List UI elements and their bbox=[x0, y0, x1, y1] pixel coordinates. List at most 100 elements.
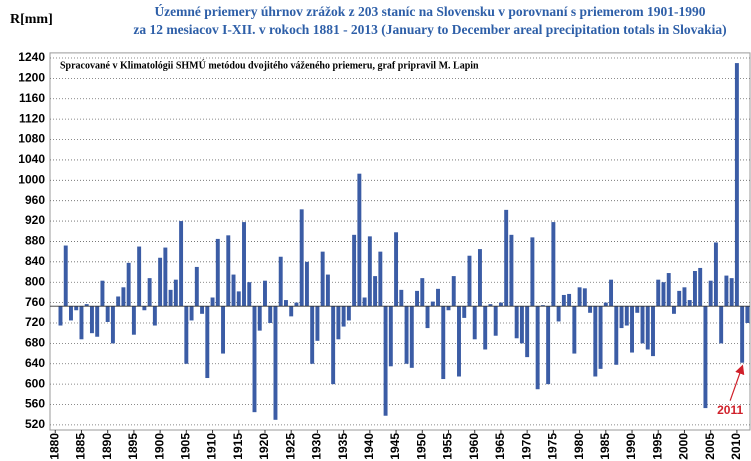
bar bbox=[205, 306, 210, 379]
bar bbox=[210, 297, 215, 307]
bar bbox=[404, 306, 409, 364]
y-tick-label: 600 bbox=[25, 376, 45, 390]
bar bbox=[519, 306, 524, 344]
bar bbox=[89, 306, 94, 334]
x-tick-label: 1960 bbox=[467, 433, 481, 460]
bar bbox=[110, 306, 115, 344]
bar bbox=[656, 279, 661, 307]
bar bbox=[567, 293, 572, 307]
bar bbox=[708, 280, 713, 307]
bar bbox=[341, 306, 346, 327]
bar bbox=[304, 261, 309, 307]
bar bbox=[163, 247, 168, 307]
bar bbox=[577, 287, 582, 307]
bar bbox=[698, 267, 703, 307]
chart-title: Územné priemery úhrnov zrážok z 203 stan… bbox=[154, 4, 705, 19]
bar bbox=[561, 294, 566, 307]
bar bbox=[352, 234, 357, 307]
bar bbox=[525, 306, 530, 358]
bar bbox=[268, 306, 273, 323]
bar bbox=[540, 305, 545, 307]
bar bbox=[677, 290, 682, 307]
bar bbox=[740, 306, 745, 363]
bar bbox=[257, 306, 262, 331]
y-tick-label: 680 bbox=[25, 336, 45, 350]
bar bbox=[273, 306, 278, 420]
x-tick-label: 1925 bbox=[283, 433, 297, 460]
x-tick-label: 2000 bbox=[677, 433, 691, 460]
bar bbox=[362, 297, 367, 307]
bar bbox=[745, 306, 750, 323]
bar bbox=[430, 301, 435, 307]
bar bbox=[367, 236, 372, 307]
x-tick-label: 1900 bbox=[152, 433, 166, 460]
bar bbox=[116, 296, 121, 307]
bar bbox=[388, 306, 393, 367]
bar bbox=[310, 306, 315, 364]
y-tick-label: 1240 bbox=[18, 50, 45, 64]
bar bbox=[409, 306, 414, 368]
y-tick-label: 1040 bbox=[18, 152, 45, 166]
bar bbox=[394, 232, 399, 307]
bar bbox=[142, 306, 147, 311]
bar bbox=[299, 209, 304, 307]
bar bbox=[614, 306, 619, 365]
bar bbox=[383, 306, 388, 416]
bar bbox=[147, 278, 152, 307]
x-tick-label: 1965 bbox=[493, 433, 507, 460]
bar bbox=[703, 306, 708, 409]
x-tick-label: 1880 bbox=[47, 433, 61, 460]
bar bbox=[357, 173, 362, 307]
y-tick-label: 840 bbox=[25, 254, 45, 268]
bar bbox=[493, 306, 498, 336]
bar bbox=[221, 306, 225, 354]
y-tick-label: 1080 bbox=[18, 132, 45, 146]
bar bbox=[278, 256, 283, 307]
bar bbox=[131, 306, 136, 335]
chart-title: za 12 mesiacov I-XII. v rokoch 1881 - 20… bbox=[133, 22, 726, 37]
bar bbox=[252, 306, 257, 413]
x-tick-label: 2005 bbox=[703, 433, 717, 460]
bar bbox=[231, 274, 236, 307]
bar bbox=[645, 306, 650, 350]
bar bbox=[687, 300, 692, 307]
annotation-arrow bbox=[729, 364, 745, 401]
x-tick-label: 1915 bbox=[231, 433, 245, 460]
bar bbox=[346, 306, 351, 321]
bar bbox=[635, 306, 640, 313]
bar bbox=[488, 304, 493, 307]
bar bbox=[121, 287, 126, 307]
bar bbox=[535, 306, 540, 390]
y-tick-label: 800 bbox=[25, 274, 45, 288]
bar bbox=[451, 276, 456, 307]
bar bbox=[325, 274, 330, 307]
bar bbox=[215, 238, 220, 307]
y-tick-label: 920 bbox=[25, 213, 45, 227]
bar bbox=[572, 306, 577, 354]
bar bbox=[315, 306, 320, 341]
bar bbox=[441, 306, 446, 380]
x-tick-label: 1910 bbox=[205, 433, 219, 460]
x-tick-label: 1885 bbox=[74, 433, 88, 460]
x-tick-label: 2010 bbox=[729, 433, 743, 460]
bar bbox=[551, 222, 556, 307]
bar bbox=[158, 257, 163, 307]
y-tick-label: 760 bbox=[25, 295, 45, 309]
x-tick-label: 1930 bbox=[310, 433, 324, 460]
bar bbox=[336, 306, 341, 340]
bar bbox=[514, 306, 519, 339]
bar bbox=[593, 306, 598, 377]
bar bbox=[692, 271, 697, 307]
bar bbox=[630, 306, 634, 353]
bar bbox=[713, 242, 718, 307]
x-tick-label: 1970 bbox=[519, 433, 533, 460]
y-tick-label: 1000 bbox=[18, 172, 45, 186]
bar bbox=[672, 306, 676, 314]
bar bbox=[498, 302, 503, 307]
y-tick-label: 560 bbox=[25, 397, 45, 411]
x-tick-label: 1935 bbox=[336, 433, 350, 460]
bar bbox=[236, 291, 241, 307]
bar bbox=[661, 282, 666, 307]
x-tick-label: 1945 bbox=[388, 433, 402, 460]
bar bbox=[168, 289, 173, 307]
